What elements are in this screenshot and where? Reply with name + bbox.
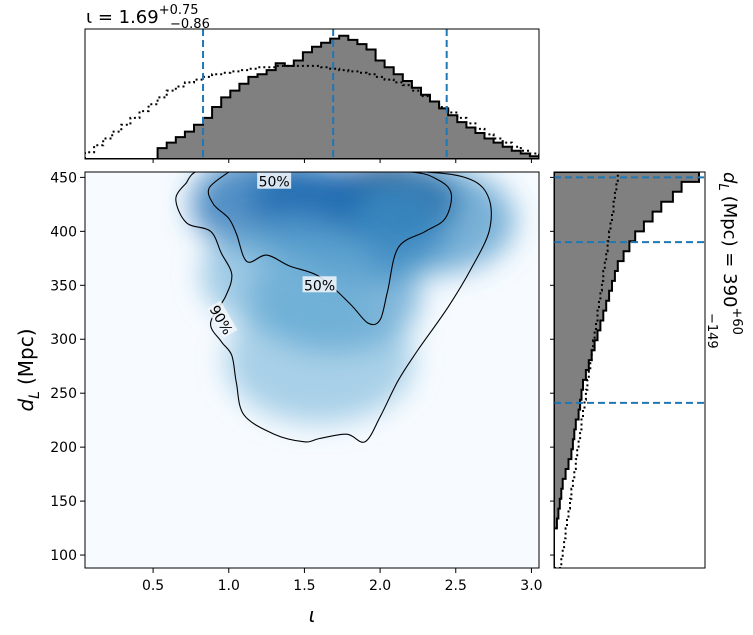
right-hist-filled	[554, 172, 700, 568]
contour-label: 50%	[304, 278, 335, 294]
density-blob	[351, 172, 516, 275]
y-tick-label: 100	[50, 548, 77, 564]
y-tick-label: 250	[50, 386, 77, 402]
contour-label-bg	[302, 276, 337, 293]
density-blob	[225, 298, 414, 424]
right-panel-ticks	[550, 176, 554, 556]
y-tick-label: 150	[50, 494, 77, 510]
top-panel-title: ι = 1.69+0.75	[86, 3, 199, 28]
right-hist-prior	[554, 172, 619, 568]
top-hist-filled	[85, 34, 539, 159]
y-axis-ticks: 100 150 200 250 300 350 400 450	[50, 170, 85, 564]
y-axis-label: dL(Mpc)	[14, 328, 43, 411]
right-marginal-panel: dL(Mpc) = 390+60 −149	[550, 171, 744, 569]
y-tick-label: 450	[50, 170, 77, 186]
contour-label-bg	[206, 300, 238, 339]
top-hist-prior	[85, 64, 539, 159]
top-panel-ticks	[152, 159, 532, 163]
x-tick-label: 1.5	[293, 578, 315, 594]
top-marginal-panel: ι = 1.69+0.75 −0.86	[84, 3, 540, 163]
x-tick-label: 2.0	[369, 578, 391, 594]
right-panel-title-minus: −149	[704, 313, 719, 349]
joint-panel: 50%50%90% 0.5 1.0 1.5 2.0 2.5 3.0 10015020025…	[14, 170, 543, 627]
top-panel-frame	[84, 28, 540, 160]
right-median-lines	[554, 176, 705, 404]
y-tick-label: 300	[50, 332, 77, 348]
density-heatmap	[190, 172, 516, 424]
joint-panel-frame	[84, 171, 540, 569]
right-panel-frame	[553, 171, 706, 569]
x-axis-ticks: 0.5 1.0 1.5 2.0 2.5 3.0	[142, 568, 543, 594]
x-axis-label: ι	[309, 603, 316, 627]
top-histograms	[85, 34, 539, 159]
contour-label-bg	[257, 172, 292, 189]
contour-50pct	[207, 172, 453, 326]
y-tick-label: 400	[50, 224, 77, 240]
top-panel-title-minus: −0.86	[170, 17, 210, 32]
x-tick-label: 1.0	[218, 578, 240, 594]
x-tick-label: 3.0	[520, 578, 542, 594]
contour-label: 50%	[259, 175, 290, 191]
right-panel-title: dL(Mpc) = 390+60	[715, 172, 744, 335]
y-tick-label: 350	[50, 278, 77, 294]
x-tick-label: 0.5	[142, 578, 164, 594]
x-tick-label: 2.5	[445, 578, 467, 594]
right-histograms	[554, 172, 700, 568]
contour-90pct	[175, 172, 492, 443]
y-tick-label: 200	[50, 440, 77, 456]
